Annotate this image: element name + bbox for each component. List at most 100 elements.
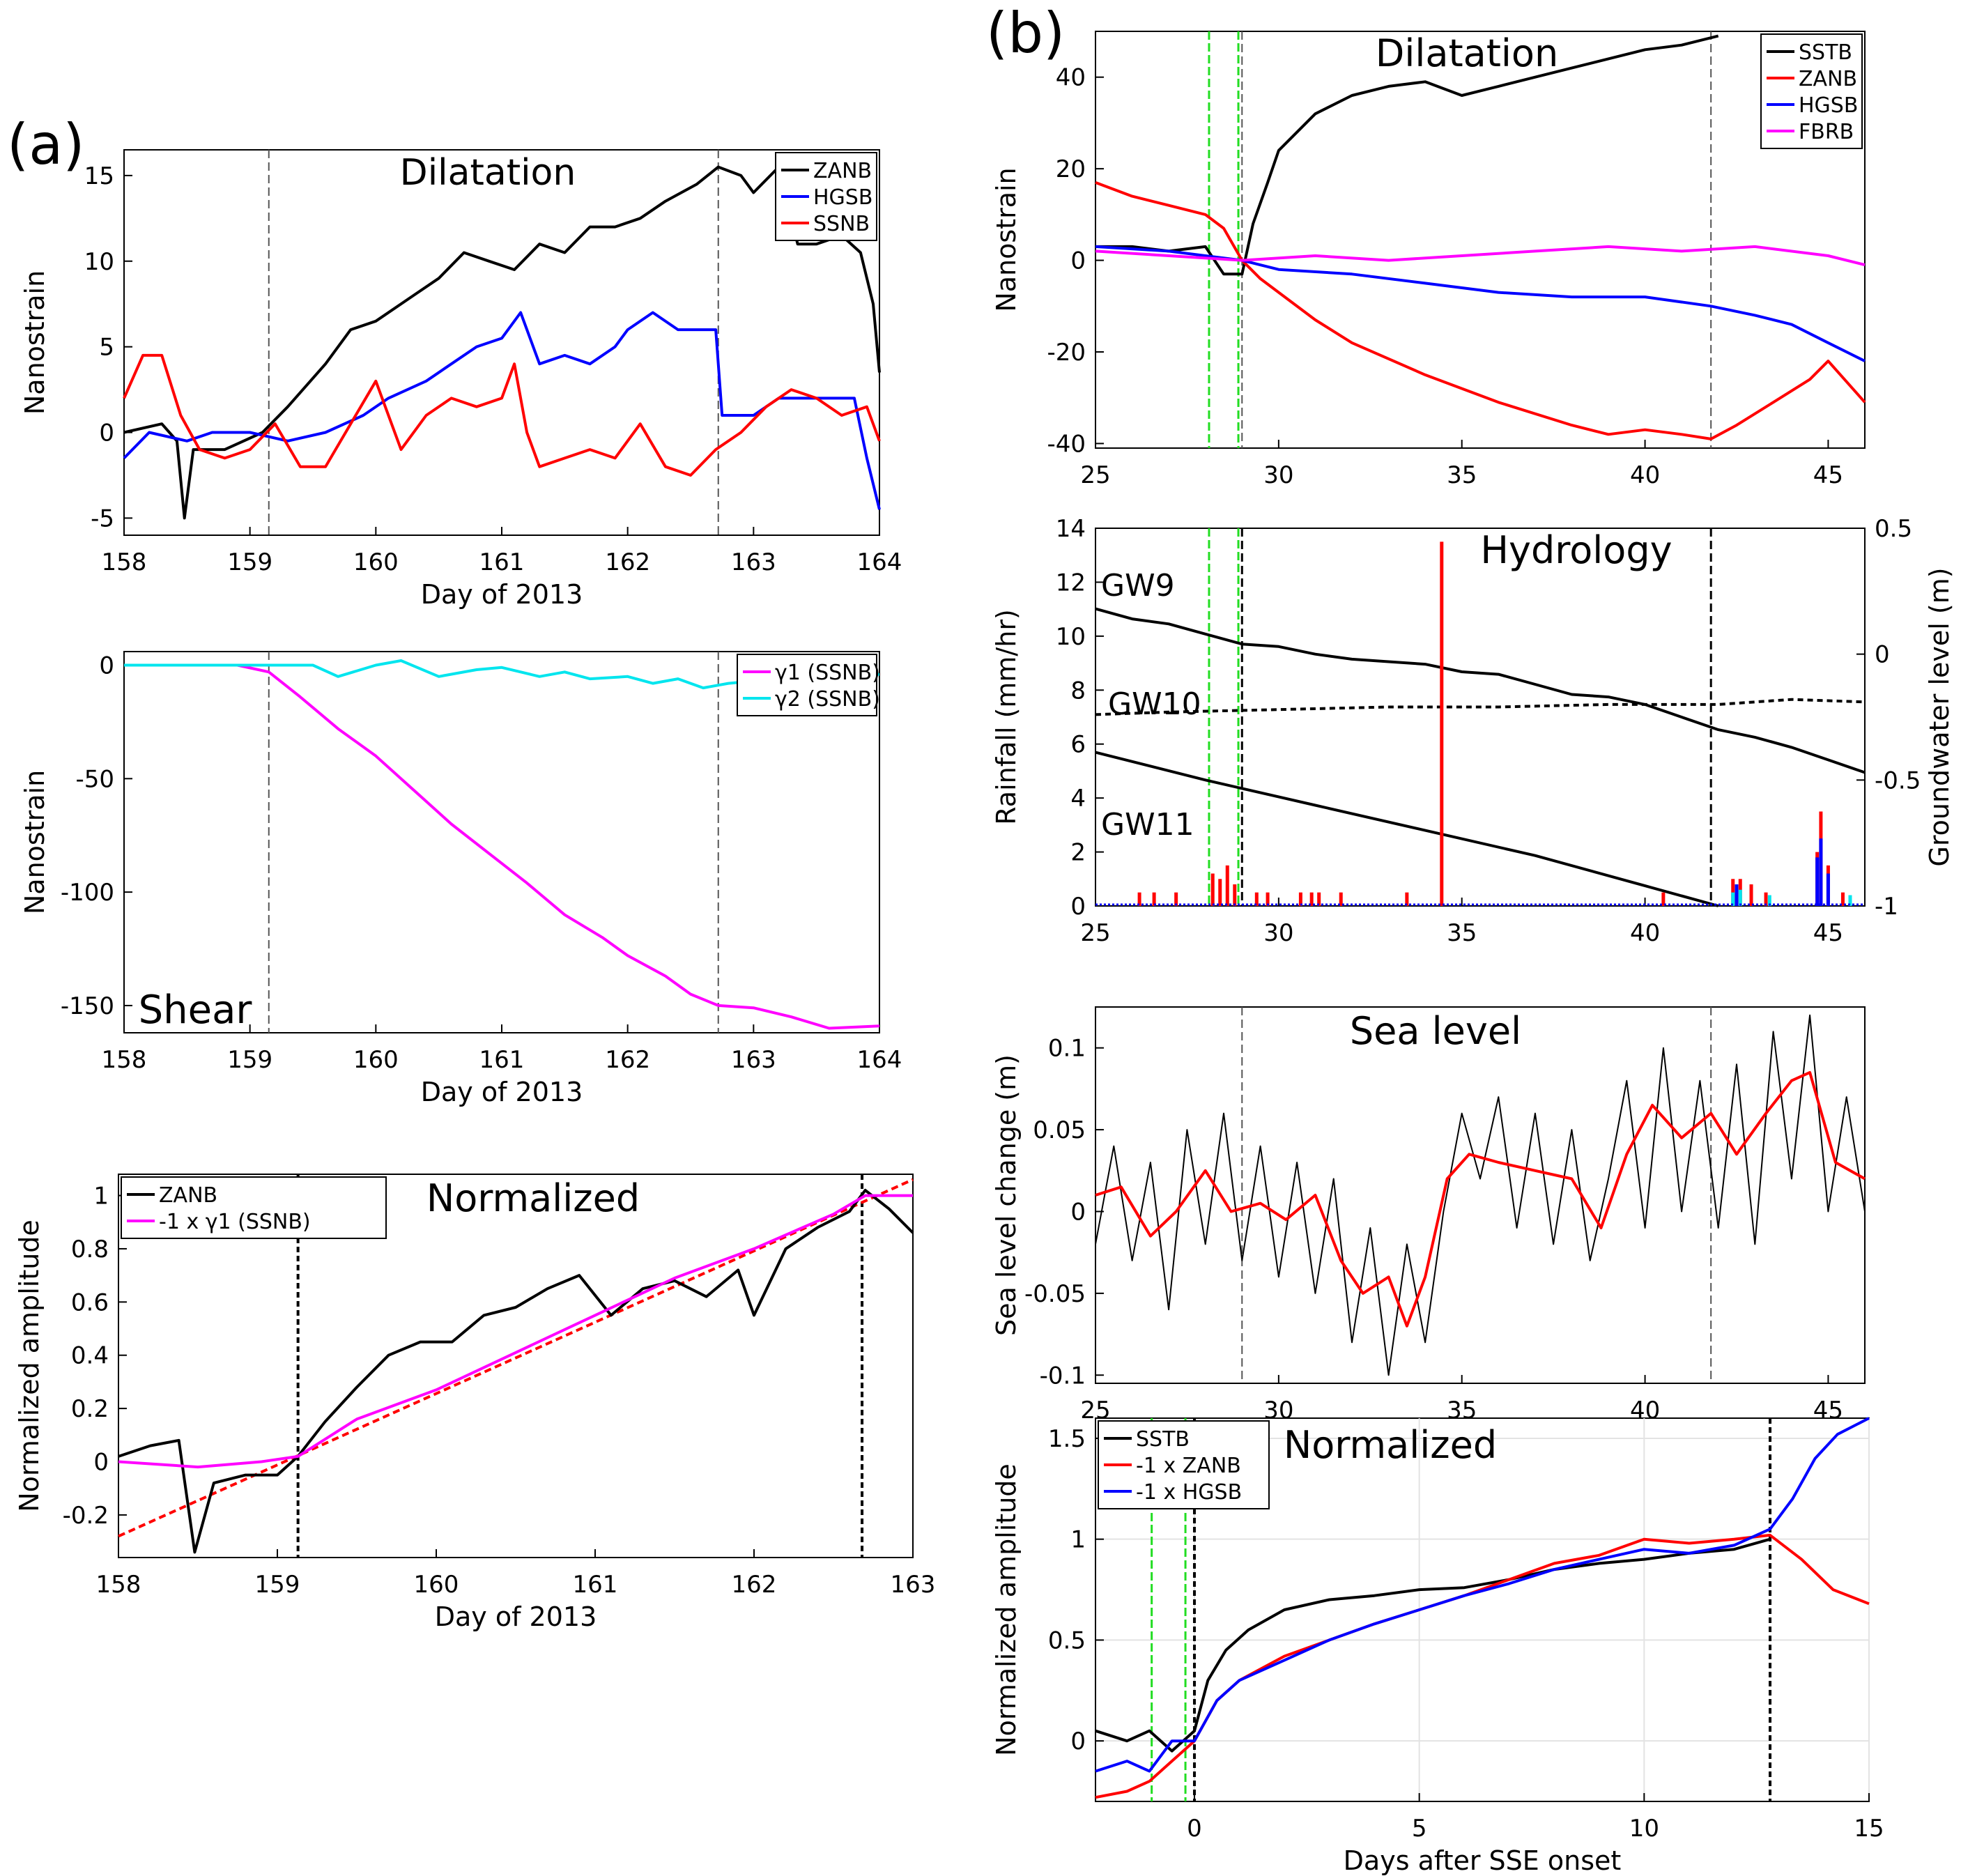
x-tick-label: 35 — [1447, 919, 1477, 947]
legend-label: ZANB — [159, 1183, 217, 1208]
legend: ZANB-1 x γ1 (SSNB) — [121, 1176, 387, 1239]
y-axis-label: Normalized amplitude — [14, 1220, 45, 1512]
y-tick-label: -0.1 — [1040, 1362, 1086, 1390]
legend-label: -1 x γ1 (SSNB) — [159, 1210, 311, 1234]
y-tick-label: 0.6 — [71, 1289, 109, 1316]
well-label: GW9 — [1101, 568, 1175, 603]
y2-tick-label: 0.5 — [1875, 515, 1912, 543]
y-tick-label: 0.05 — [1033, 1116, 1086, 1144]
trend-line — [118, 1178, 914, 1538]
legend-box — [1760, 33, 1863, 149]
x-tick-label: 162 — [732, 1571, 777, 1599]
well-label: GW11 — [1101, 807, 1194, 843]
y2-axis-label: Groundwater level (m) — [1924, 567, 1955, 866]
x-tick-label: 161 — [479, 548, 525, 576]
series-line--1-x-hgsb — [1095, 1417, 1870, 1773]
y-tick-label: 0.2 — [71, 1395, 109, 1423]
legend-label: ZANB — [813, 159, 872, 183]
series-line-zanb — [1095, 181, 1866, 440]
series-line--2-ssnb- — [124, 659, 880, 690]
x-tick-label: 164 — [857, 548, 902, 576]
x-axis-label: Day of 2013 — [421, 579, 583, 610]
y-tick-label: -5 — [91, 505, 114, 532]
y-tick-label: 0 — [1070, 247, 1086, 275]
x-tick-label: 163 — [731, 1046, 776, 1074]
x-tick-label: 45 — [1813, 461, 1843, 489]
y-tick-label: 1.5 — [1048, 1425, 1086, 1453]
y-tick-label: 0 — [1070, 1198, 1086, 1226]
series-line--1-x-1-ssnb- — [118, 1194, 913, 1469]
y-tick-label: 0 — [99, 420, 114, 447]
y-tick-label: 0 — [93, 1449, 109, 1477]
x-tick-label: 35 — [1447, 461, 1477, 489]
panel-b-label: (b) — [986, 1, 1065, 66]
y-tick-label: 15 — [84, 162, 114, 190]
y-tick-label: 4 — [1070, 785, 1086, 813]
x-tick-label: 162 — [605, 548, 650, 576]
x-tick-label: 30 — [1263, 461, 1293, 489]
well-label: GW10 — [1108, 686, 1201, 722]
legend-label: HGSB — [1799, 93, 1858, 118]
y-tick-label: -0.05 — [1024, 1280, 1086, 1308]
y-tick-label: 1 — [93, 1183, 109, 1210]
series-line--1-ssnb- — [124, 663, 880, 1030]
x-tick-label: 5 — [1412, 1815, 1427, 1843]
legend-label: γ2 (SSNB) — [775, 687, 880, 712]
y-tick-label: 40 — [1056, 64, 1086, 92]
x-tick-label: 159 — [227, 548, 272, 576]
x-tick-label: 40 — [1630, 461, 1660, 489]
x-tick-label: 164 — [857, 1046, 902, 1074]
y-tick-label: 10 — [84, 248, 114, 276]
y-axis-label: Nanostrain — [20, 770, 50, 914]
y-tick-label: -150 — [61, 992, 114, 1020]
chart-title: Dilatation — [1376, 31, 1558, 75]
legend-label: FBRB — [1799, 120, 1854, 144]
series-line-gw11 — [1095, 751, 1719, 907]
chart-b4: 0 5 10 15 0 0.5 1 1.5 Days after SSE onset Normal… — [991, 1417, 1884, 1876]
x-tick-label: 158 — [96, 1571, 141, 1599]
y-tick-label: 1 — [1070, 1526, 1086, 1554]
y-axis-label: Nanostrain — [20, 270, 50, 415]
chart-title: Shear — [139, 987, 253, 1033]
y-axis-label: Sea level change (m) — [991, 1054, 1022, 1336]
x-tick-label: 160 — [414, 1571, 459, 1599]
x-tick-label: 40 — [1630, 919, 1660, 947]
x-tick-label: 158 — [102, 548, 147, 576]
chart-a2: 158 159 160 161 162 163 164 -150 -100 -50 0 Day of … — [20, 651, 902, 1107]
plot-frame — [1095, 528, 1866, 907]
series-line-smoothed — [1095, 1070, 1866, 1328]
x-tick-label: 162 — [605, 1046, 650, 1074]
x-tick-label: 15 — [1854, 1815, 1884, 1843]
series-line-zanb — [118, 1188, 914, 1554]
y-tick-label: -50 — [75, 765, 114, 793]
y-tick-label: 5 — [99, 334, 114, 362]
x-tick-label: 163 — [731, 548, 776, 576]
x-tick-label: 163 — [891, 1571, 936, 1599]
series-line-fbrb — [1095, 245, 1866, 267]
chart-title: Dilatation — [400, 152, 576, 194]
x-axis-label: Days after SSE onset — [1344, 1845, 1622, 1876]
y-tick-label: 8 — [1070, 677, 1086, 705]
x-tick-label: 159 — [227, 1046, 272, 1074]
series-line-gw10 — [1095, 698, 1866, 716]
x-tick-label: 25 — [1080, 461, 1110, 489]
series-line-hgsb — [1095, 245, 1866, 362]
y-axis-label: Normalized amplitude — [991, 1463, 1022, 1756]
legend: SSTB-1 x ZANB-1 x HGSB — [1098, 1420, 1270, 1509]
chart-a3: 158 159 160 161 162 163 -0.2 0 0.2 0.4 0.6 0.8 1 Day … — [14, 1174, 935, 1632]
x-tick-label: 158 — [102, 1046, 147, 1074]
legend-box — [737, 654, 877, 716]
y2-tick-label: -0.5 — [1875, 767, 1921, 794]
y-tick-label: 12 — [1056, 569, 1086, 597]
series-line-gw9 — [1095, 607, 1866, 774]
legend-label: SSTB — [1799, 40, 1852, 65]
legend-label: HGSB — [813, 185, 872, 210]
y-axis-label: Rainfall (mm/hr) — [991, 609, 1022, 825]
x-tick-label: 160 — [353, 1046, 399, 1074]
series-line-ssnb — [123, 353, 881, 477]
y-tick-label: -20 — [1047, 339, 1086, 367]
y-axis-label: Nanostrain — [991, 167, 1022, 312]
